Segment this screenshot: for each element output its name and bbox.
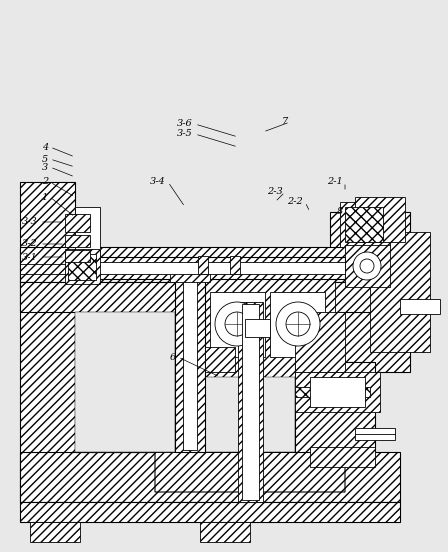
Bar: [75, 262, 345, 274]
Bar: [175, 272, 205, 452]
Bar: [310, 447, 375, 467]
Text: 3-1: 3-1: [22, 252, 38, 262]
Polygon shape: [155, 387, 345, 492]
Text: 4: 4: [42, 142, 48, 151]
Bar: [75, 277, 175, 452]
Bar: [205, 277, 335, 377]
Bar: [345, 245, 390, 287]
Text: 3-3: 3-3: [22, 217, 38, 226]
Circle shape: [360, 259, 374, 273]
Circle shape: [276, 302, 320, 346]
Bar: [230, 256, 240, 274]
Bar: [355, 428, 395, 440]
Bar: [205, 347, 235, 372]
Bar: [270, 292, 325, 357]
Text: 7: 7: [282, 118, 288, 126]
Polygon shape: [205, 377, 295, 452]
Bar: [20, 247, 400, 282]
Text: 3-4: 3-4: [150, 178, 166, 187]
Bar: [330, 212, 410, 372]
Text: 3-5: 3-5: [177, 130, 193, 139]
Circle shape: [225, 312, 249, 336]
Text: 1: 1: [42, 193, 48, 201]
Bar: [65, 249, 100, 284]
Bar: [210, 292, 265, 357]
Bar: [140, 362, 360, 412]
Bar: [345, 207, 383, 242]
Text: 6: 6: [170, 353, 176, 362]
Bar: [20, 502, 400, 522]
Text: 2-1: 2-1: [327, 178, 343, 187]
Bar: [183, 274, 197, 450]
Circle shape: [215, 302, 259, 346]
Bar: [75, 257, 345, 279]
Bar: [30, 522, 80, 542]
Bar: [75, 207, 100, 282]
Bar: [170, 270, 210, 282]
Text: 2-2: 2-2: [287, 198, 303, 206]
Polygon shape: [75, 312, 175, 452]
Bar: [198, 256, 208, 274]
Bar: [295, 362, 375, 452]
Text: 3-6: 3-6: [177, 119, 193, 129]
Text: 3: 3: [42, 162, 48, 172]
Bar: [68, 254, 96, 280]
Bar: [65, 235, 90, 247]
Bar: [295, 312, 345, 372]
Bar: [370, 232, 430, 352]
Bar: [242, 304, 259, 500]
Bar: [155, 412, 345, 452]
Polygon shape: [75, 312, 175, 452]
Bar: [400, 299, 440, 314]
Circle shape: [286, 312, 310, 336]
Polygon shape: [295, 372, 370, 452]
Text: 2-3: 2-3: [267, 188, 283, 197]
Bar: [310, 377, 365, 407]
Bar: [340, 202, 390, 247]
Bar: [245, 319, 270, 337]
Bar: [20, 282, 400, 312]
Bar: [20, 182, 75, 502]
Bar: [65, 214, 90, 232]
Circle shape: [353, 252, 381, 280]
Text: 5: 5: [42, 155, 48, 163]
Text: 2: 2: [42, 178, 48, 187]
Bar: [200, 522, 250, 542]
Text: 3-2: 3-2: [22, 240, 38, 248]
Text: 8: 8: [337, 208, 343, 216]
Bar: [355, 197, 405, 242]
Bar: [65, 250, 90, 262]
Bar: [295, 387, 370, 397]
Bar: [295, 372, 380, 412]
Bar: [20, 452, 400, 502]
Bar: [238, 302, 263, 502]
